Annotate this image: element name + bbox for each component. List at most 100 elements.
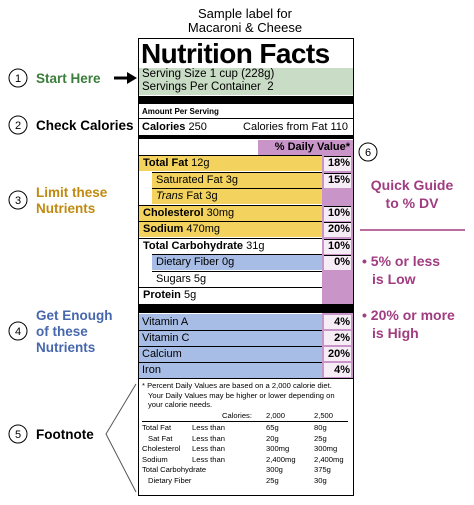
callout-text: of these [36, 324, 88, 339]
callout-circle [8, 68, 28, 88]
table-row-name: Sodium [142, 454, 168, 464]
nutrient-text: Cholesterol 30mg [143, 207, 234, 219]
table-value: 25g [314, 433, 327, 443]
rule [142, 421, 348, 422]
callout-text: Nutrients [36, 340, 95, 355]
nutrient-row [139, 221, 322, 237]
nutrient-row [139, 204, 322, 221]
nutrient-text: Total Carbohydrate 31g [143, 240, 264, 252]
dv-header-bg [258, 140, 353, 155]
table-value: 2,400mg [314, 454, 344, 464]
vitamin-name: Iron [142, 364, 161, 376]
footnote-line: * Percent Daily Values are based on a 2,… [142, 381, 332, 390]
vitamin-row [139, 314, 322, 330]
calories: Calories 250 [142, 121, 207, 133]
nutrient-text: Total Fat 12g [143, 157, 209, 169]
dv-value: 4% [334, 364, 350, 376]
callout-number: 6 [365, 147, 371, 159]
guide-point: is High [372, 325, 419, 341]
vitamin-name: Vitamin A [142, 316, 189, 328]
table-qualifier: Less than [192, 433, 225, 443]
callout-number: 4 [15, 326, 21, 338]
dv-cell [324, 331, 351, 345]
nutrient-amount: 5g [193, 272, 207, 285]
callout-circle [8, 190, 28, 210]
callout-number: 2 [15, 120, 21, 132]
nutrient-row [139, 287, 322, 303]
table-row-name: Dietary Fiber [148, 476, 192, 485]
dv-cell [324, 315, 351, 329]
nutrient-name: Protein [143, 289, 181, 301]
table-row-name: Total Carbohydrate [142, 465, 207, 475]
nutrient-amount: 31g [246, 239, 265, 252]
nutrient-row [139, 237, 322, 254]
callout-circle [8, 321, 28, 341]
nutrient-name: Sodium [143, 223, 184, 235]
rule [139, 378, 353, 379]
table-value: 300mg [266, 444, 290, 454]
footnote-line: Your Daily Values may be higher or lower… [148, 390, 335, 400]
table-row-name: Total Fat [142, 423, 172, 432]
nutrient-text: Saturated Fat 3g [156, 174, 238, 186]
footnote-bracket [105, 383, 137, 493]
guide-title: Quick Guide [371, 177, 454, 193]
calories-label: Calories [142, 121, 186, 133]
dv-cell [324, 172, 351, 188]
table-header: 2,500 [314, 411, 334, 420]
dv-cell [324, 363, 351, 377]
guide-point: • 20% or more [362, 307, 455, 323]
servings-per-container: Servings Per Container 2 [142, 81, 274, 93]
nutrient-name: Dietary Fiber [156, 256, 219, 268]
nutrient-amount: 30mg [206, 206, 235, 219]
callout-circle [8, 424, 28, 444]
guide-title: to % DV [386, 195, 440, 211]
callout-number: 1 [15, 73, 21, 85]
nutrient-name: Total Carbohydrate [143, 239, 244, 252]
nutrient-name: Trans [156, 190, 184, 202]
dv-value: 20% [327, 223, 350, 235]
table-value: 2,400mg [266, 454, 296, 464]
dv-value: 2% [334, 332, 350, 344]
nutrient-amount: 3g [225, 173, 238, 186]
dv-value: 10% [327, 206, 350, 219]
amount-per-serving: Amount Per Serving [142, 107, 219, 116]
nutrient-text: Trans Fat 3g [156, 190, 218, 202]
dv-header: % Daily Value* [274, 141, 350, 153]
table-header: 2,000 [266, 411, 286, 420]
table-value: 375g [314, 465, 331, 475]
table-value: 20g [266, 433, 279, 443]
nutrient-amount: 470mg [186, 223, 221, 235]
nutrient-text: Dietary Fiber 0g [156, 256, 234, 268]
dv-cell [324, 205, 351, 221]
nutrient-row [152, 171, 322, 188]
label-title: Nutrition Facts [141, 38, 330, 69]
vitamin-row [139, 362, 322, 378]
callout-text: Start Here [36, 71, 101, 86]
vitamin-name: Calcium [142, 348, 182, 360]
dv-value: 20% [327, 348, 350, 360]
dv-value: 10% [327, 239, 350, 252]
nutrient-name: Saturated Fat [156, 173, 223, 186]
table-header: Calories: [222, 411, 252, 420]
nutrient-text: Protein 5g [143, 289, 196, 301]
table-qualifier: Less than [192, 423, 225, 432]
nutrient-text: Sugars 5g [156, 273, 206, 285]
header-line: Macaroni & Cheese [187, 20, 303, 35]
nutrient-amount: 5g [183, 289, 197, 301]
arrow-head [127, 72, 137, 84]
callout-text: Get Enough [36, 308, 113, 323]
callout-text: Limit these [36, 185, 108, 200]
nutrient-amount: 0g [222, 256, 235, 268]
nutrient-amount: 3g [205, 190, 218, 202]
dv-value: 4% [334, 316, 350, 328]
dv-cell [324, 156, 351, 171]
dv-cell [324, 347, 351, 361]
table-qualifier: Less than [192, 444, 225, 454]
table-row-name: Cholesterol [142, 444, 181, 454]
nutrient-text: Sodium 470mg [143, 223, 220, 235]
dv-value: 18% [327, 157, 350, 169]
callout-number: 3 [15, 195, 21, 207]
nutrient-name: Sugars [156, 272, 191, 285]
